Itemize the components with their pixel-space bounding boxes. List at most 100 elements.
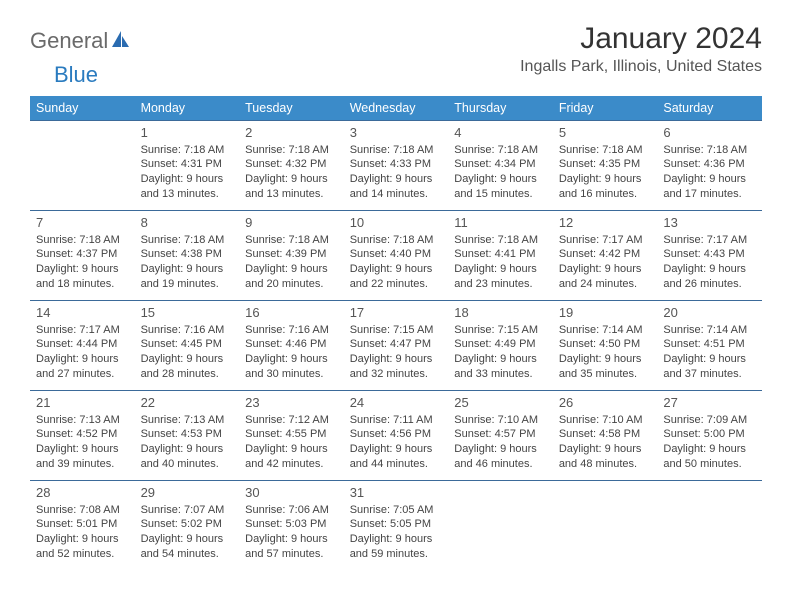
day-cell: 30Sunrise: 7:06 AMSunset: 5:03 PMDayligh… [239,481,344,571]
sunset-text: Sunset: 4:39 PM [245,247,338,262]
sunrise-text: Sunrise: 7:17 AM [36,323,129,338]
day-header: Wednesday [344,96,449,121]
sunrise-text: Sunrise: 7:11 AM [350,413,443,428]
day-cell: 4Sunrise: 7:18 AMSunset: 4:34 PMDaylight… [448,121,553,211]
day-cell [448,481,553,571]
day-header: Monday [135,96,240,121]
day-number: 15 [141,304,234,322]
sunrise-text: Sunrise: 7:18 AM [559,143,652,158]
dl2-text: and 32 minutes. [350,367,443,382]
day-number: 13 [663,214,756,232]
calendar-table: Sunday Monday Tuesday Wednesday Thursday… [30,96,762,571]
dl2-text: and 52 minutes. [36,547,129,562]
day-cell: 7Sunrise: 7:18 AMSunset: 4:37 PMDaylight… [30,211,135,301]
month-title: January 2024 [520,22,762,56]
dl1-text: Daylight: 9 hours [663,352,756,367]
logo-sail-icon [111,30,131,53]
dl2-text: and 39 minutes. [36,457,129,472]
dl2-text: and 23 minutes. [454,277,547,292]
day-cell: 25Sunrise: 7:10 AMSunset: 4:57 PMDayligh… [448,391,553,481]
dl1-text: Daylight: 9 hours [245,262,338,277]
dl1-text: Daylight: 9 hours [141,532,234,547]
dl1-text: Daylight: 9 hours [245,442,338,457]
sunset-text: Sunset: 4:38 PM [141,247,234,262]
sunset-text: Sunset: 4:43 PM [663,247,756,262]
week-row: 21Sunrise: 7:13 AMSunset: 4:52 PMDayligh… [30,391,762,481]
day-header: Friday [553,96,658,121]
dl1-text: Daylight: 9 hours [36,262,129,277]
sunset-text: Sunset: 4:42 PM [559,247,652,262]
sunset-text: Sunset: 4:49 PM [454,337,547,352]
sunrise-text: Sunrise: 7:05 AM [350,503,443,518]
sunrise-text: Sunrise: 7:07 AM [141,503,234,518]
day-number: 2 [245,124,338,142]
dl2-text: and 50 minutes. [663,457,756,472]
sunrise-text: Sunrise: 7:18 AM [141,143,234,158]
dl2-text: and 13 minutes. [245,187,338,202]
sunrise-text: Sunrise: 7:16 AM [245,323,338,338]
day-cell: 26Sunrise: 7:10 AMSunset: 4:58 PMDayligh… [553,391,658,481]
day-number: 29 [141,484,234,502]
sunset-text: Sunset: 4:31 PM [141,157,234,172]
dl2-text: and 30 minutes. [245,367,338,382]
day-cell: 12Sunrise: 7:17 AMSunset: 4:42 PMDayligh… [553,211,658,301]
day-cell: 23Sunrise: 7:12 AMSunset: 4:55 PMDayligh… [239,391,344,481]
dl1-text: Daylight: 9 hours [141,442,234,457]
sunrise-text: Sunrise: 7:14 AM [663,323,756,338]
day-cell [30,121,135,211]
day-cell: 2Sunrise: 7:18 AMSunset: 4:32 PMDaylight… [239,121,344,211]
day-number: 4 [454,124,547,142]
sunset-text: Sunset: 5:01 PM [36,517,129,532]
dl2-text: and 46 minutes. [454,457,547,472]
dl2-text: and 48 minutes. [559,457,652,472]
dl2-text: and 35 minutes. [559,367,652,382]
dl1-text: Daylight: 9 hours [350,172,443,187]
sunset-text: Sunset: 4:53 PM [141,427,234,442]
day-cell: 28Sunrise: 7:08 AMSunset: 5:01 PMDayligh… [30,481,135,571]
dl2-text: and 27 minutes. [36,367,129,382]
sunset-text: Sunset: 4:45 PM [141,337,234,352]
sunrise-text: Sunrise: 7:15 AM [350,323,443,338]
logo-text-blue: Blue [54,62,98,87]
sunrise-text: Sunrise: 7:18 AM [245,143,338,158]
day-cell: 9Sunrise: 7:18 AMSunset: 4:39 PMDaylight… [239,211,344,301]
day-number: 24 [350,394,443,412]
dl2-text: and 42 minutes. [245,457,338,472]
dl2-text: and 22 minutes. [350,277,443,292]
day-number: 17 [350,304,443,322]
sunrise-text: Sunrise: 7:14 AM [559,323,652,338]
day-number: 26 [559,394,652,412]
day-cell: 3Sunrise: 7:18 AMSunset: 4:33 PMDaylight… [344,121,449,211]
dl1-text: Daylight: 9 hours [36,352,129,367]
sunrise-text: Sunrise: 7:09 AM [663,413,756,428]
dl1-text: Daylight: 9 hours [559,352,652,367]
dl1-text: Daylight: 9 hours [141,172,234,187]
dl2-text: and 59 minutes. [350,547,443,562]
dl1-text: Daylight: 9 hours [559,262,652,277]
sunset-text: Sunset: 4:32 PM [245,157,338,172]
week-row: 1Sunrise: 7:18 AMSunset: 4:31 PMDaylight… [30,121,762,211]
day-cell [553,481,658,571]
sunrise-text: Sunrise: 7:12 AM [245,413,338,428]
day-number: 10 [350,214,443,232]
day-header: Sunday [30,96,135,121]
dl1-text: Daylight: 9 hours [141,352,234,367]
dl2-text: and 40 minutes. [141,457,234,472]
sunrise-text: Sunrise: 7:18 AM [663,143,756,158]
sunset-text: Sunset: 5:00 PM [663,427,756,442]
dl2-text: and 13 minutes. [141,187,234,202]
day-cell [657,481,762,571]
dl1-text: Daylight: 9 hours [559,442,652,457]
sunset-text: Sunset: 5:03 PM [245,517,338,532]
sunset-text: Sunset: 4:33 PM [350,157,443,172]
sunrise-text: Sunrise: 7:18 AM [245,233,338,248]
day-cell: 11Sunrise: 7:18 AMSunset: 4:41 PMDayligh… [448,211,553,301]
day-cell: 22Sunrise: 7:13 AMSunset: 4:53 PMDayligh… [135,391,240,481]
dl1-text: Daylight: 9 hours [350,442,443,457]
day-cell: 17Sunrise: 7:15 AMSunset: 4:47 PMDayligh… [344,301,449,391]
day-number: 7 [36,214,129,232]
sunrise-text: Sunrise: 7:13 AM [141,413,234,428]
sunset-text: Sunset: 4:41 PM [454,247,547,262]
day-cell: 18Sunrise: 7:15 AMSunset: 4:49 PMDayligh… [448,301,553,391]
dl1-text: Daylight: 9 hours [245,352,338,367]
